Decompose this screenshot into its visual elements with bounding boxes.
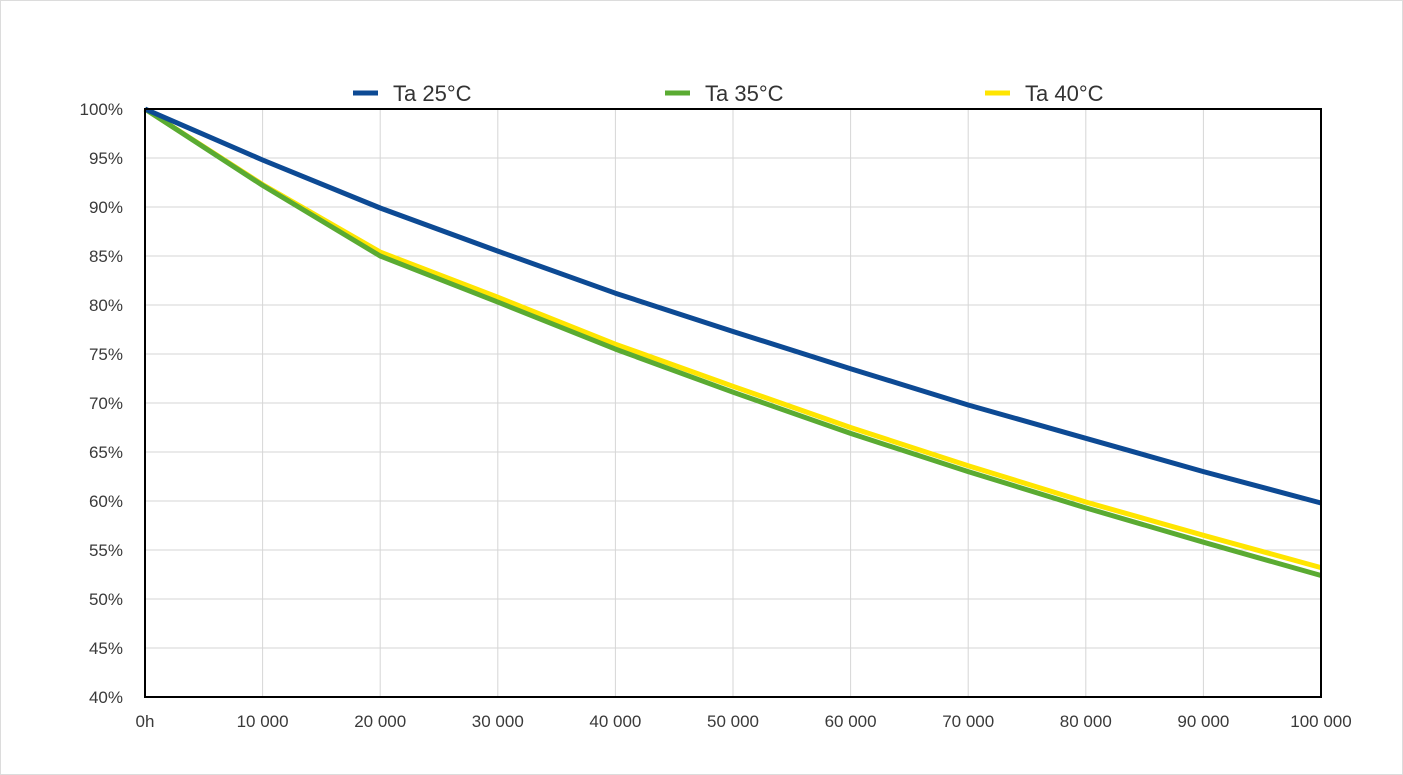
y-tick-label: 100% — [80, 100, 123, 119]
x-tick-label: 40 000 — [589, 712, 641, 731]
legend-item: Ta 35°C — [665, 81, 784, 106]
x-tick-label: 50 000 — [707, 712, 759, 731]
x-tick-label: 10 000 — [237, 712, 289, 731]
series-layer — [143, 106, 1322, 578]
y-tick-label: 45% — [89, 639, 123, 658]
y-tick-label: 95% — [89, 149, 123, 168]
legend-item: Ta 40°C — [985, 81, 1104, 106]
y-tick-label: 60% — [89, 492, 123, 511]
y-tick-label: 90% — [89, 198, 123, 217]
y-tick-label: 75% — [89, 345, 123, 364]
y-tick-label: 50% — [89, 590, 123, 609]
x-tick-label: 100 000 — [1290, 712, 1351, 731]
series-line-ta-35-c — [143, 106, 1322, 578]
series-line-ta-25-c — [144, 106, 1322, 506]
x-tick-label: 0h — [136, 712, 155, 731]
y-tick-label: 70% — [89, 394, 123, 413]
x-tick-label: 80 000 — [1060, 712, 1112, 731]
legend-label: Ta 25°C — [393, 81, 472, 106]
x-tick-label: 60 000 — [825, 712, 877, 731]
x-tick-label: 30 000 — [472, 712, 524, 731]
y-tick-label: 40% — [89, 688, 123, 707]
legend-item: Ta 25°C — [353, 81, 472, 106]
y-tick-label: 80% — [89, 296, 123, 315]
plot-area-border — [144, 108, 1322, 698]
legend: Ta 25°C Ta 35°C Ta 40°C — [353, 81, 1104, 106]
y-axis-ticks: 100% 95% 90% 85% 80% 75% 70% 65% 60% 55% 50% 45% 40% — [80, 100, 123, 707]
x-tick-label: 90 000 — [1177, 712, 1229, 731]
x-tick-label: 70 000 — [942, 712, 994, 731]
y-tick-label: 85% — [89, 247, 123, 266]
legend-label: Ta 40°C — [1025, 81, 1104, 106]
legend-label: Ta 35°C — [705, 81, 784, 106]
y-tick-label: 65% — [89, 443, 123, 462]
grid-layer — [145, 109, 1321, 697]
x-axis-ticks: 0h 10 000 20 000 30 000 40 000 50 000 60 000 70… — [136, 712, 1352, 731]
x-tick-label: 20 000 — [354, 712, 406, 731]
y-tick-label: 55% — [89, 541, 123, 560]
